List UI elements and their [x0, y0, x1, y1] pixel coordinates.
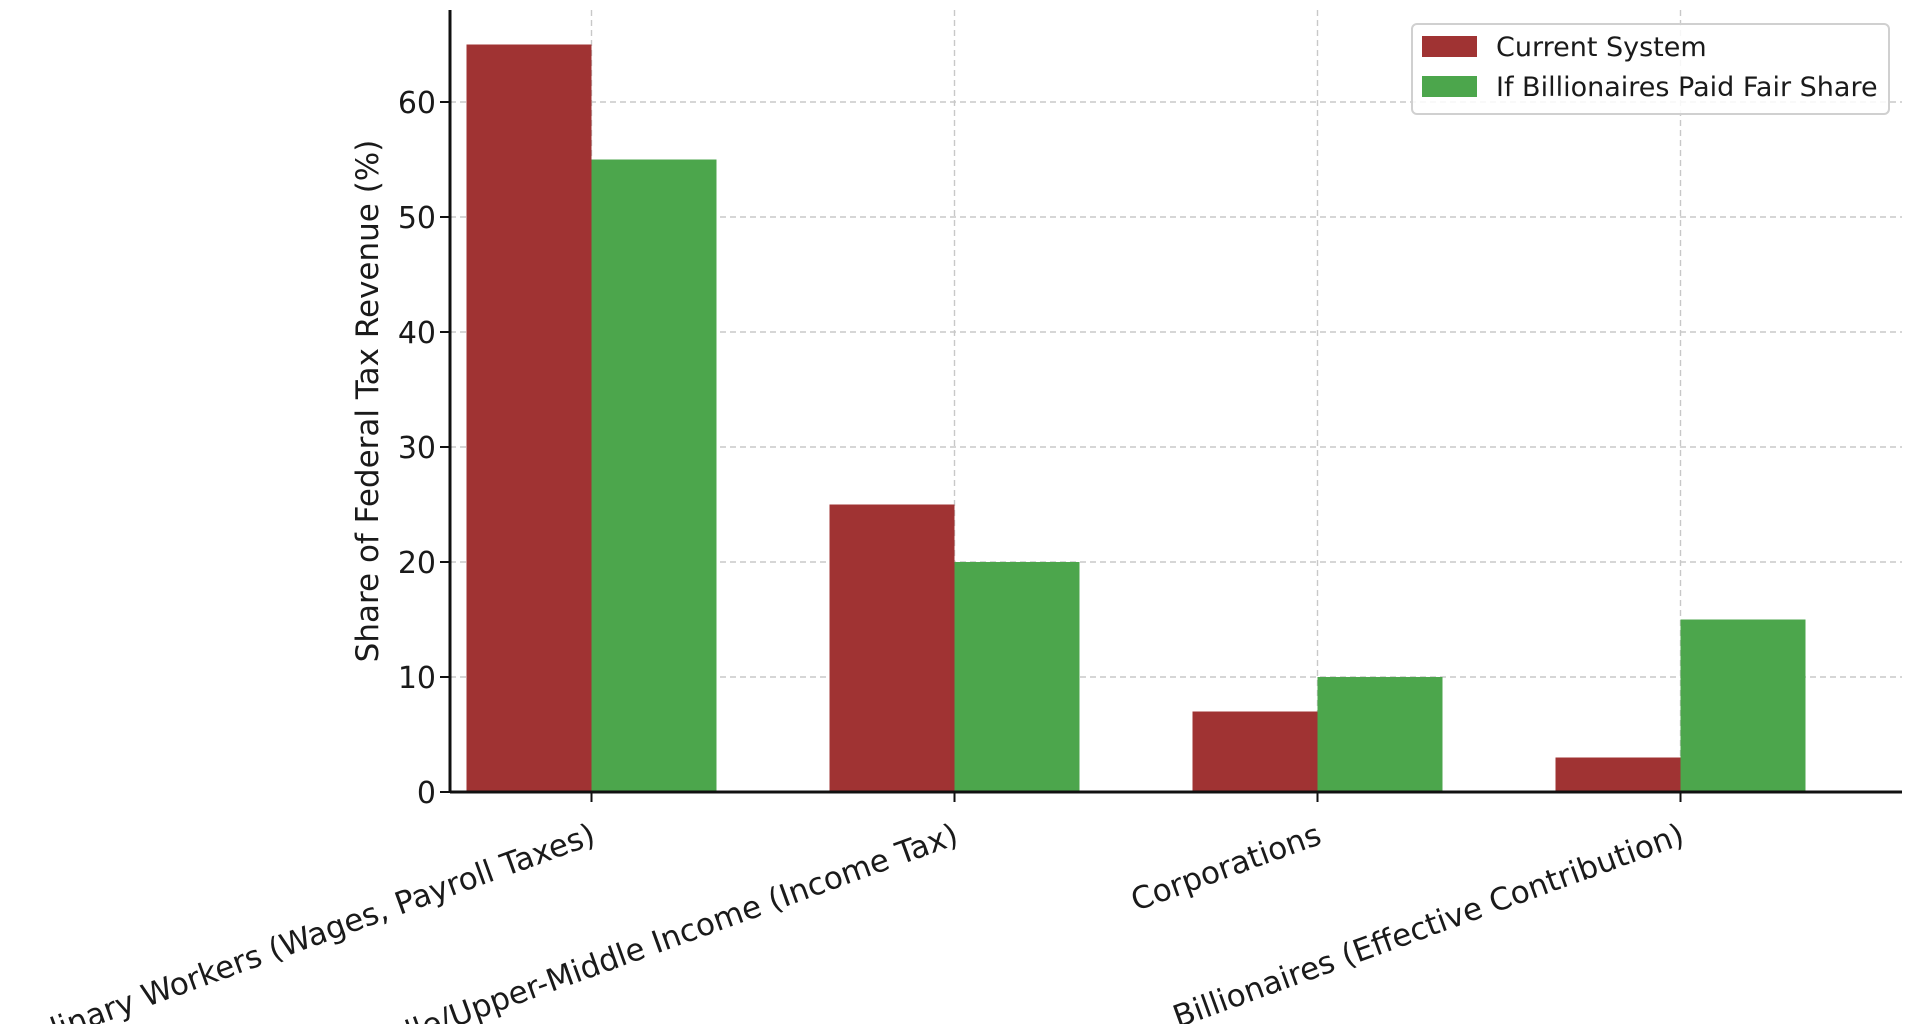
y-tick-label: 30 [398, 431, 436, 466]
legend-label: Current System [1496, 32, 1707, 63]
y-tick-label: 40 [398, 316, 436, 351]
x-tick-label: Middle/Upper-Middle Income (Income Tax) [339, 817, 963, 1024]
bar-current-system-0 [466, 44, 592, 792]
legend-frame [1411, 23, 1890, 115]
bar-current-system-3 [1555, 757, 1681, 792]
y-tick-label: 0 [417, 776, 436, 811]
y-tick-label: 50 [398, 201, 436, 236]
bar-fair-share-3 [1680, 619, 1806, 792]
bar-current-system-2 [1192, 711, 1318, 792]
bar-fair-share-2 [1317, 677, 1443, 792]
x-tick-label: Corporations [1126, 817, 1326, 919]
bar-fair-share-0 [591, 159, 717, 792]
legend: Current System If Billionaires Paid Fair … [1411, 23, 1890, 115]
bars [466, 44, 1806, 792]
y-tick-label: 20 [398, 546, 436, 581]
bar-fair-share-1 [954, 562, 1080, 792]
axes [440, 10, 1902, 802]
legend-label: If Billionaires Paid Fair Share [1496, 72, 1878, 103]
y-tick-label: 10 [398, 661, 436, 696]
bar-current-system-1 [829, 504, 955, 792]
legend-swatch [1422, 36, 1477, 57]
legend-swatch [1422, 76, 1477, 97]
y-tick-label: 60 [398, 86, 436, 121]
y-axis-label: Share of Federal Tax Revenue (%) [350, 140, 386, 663]
